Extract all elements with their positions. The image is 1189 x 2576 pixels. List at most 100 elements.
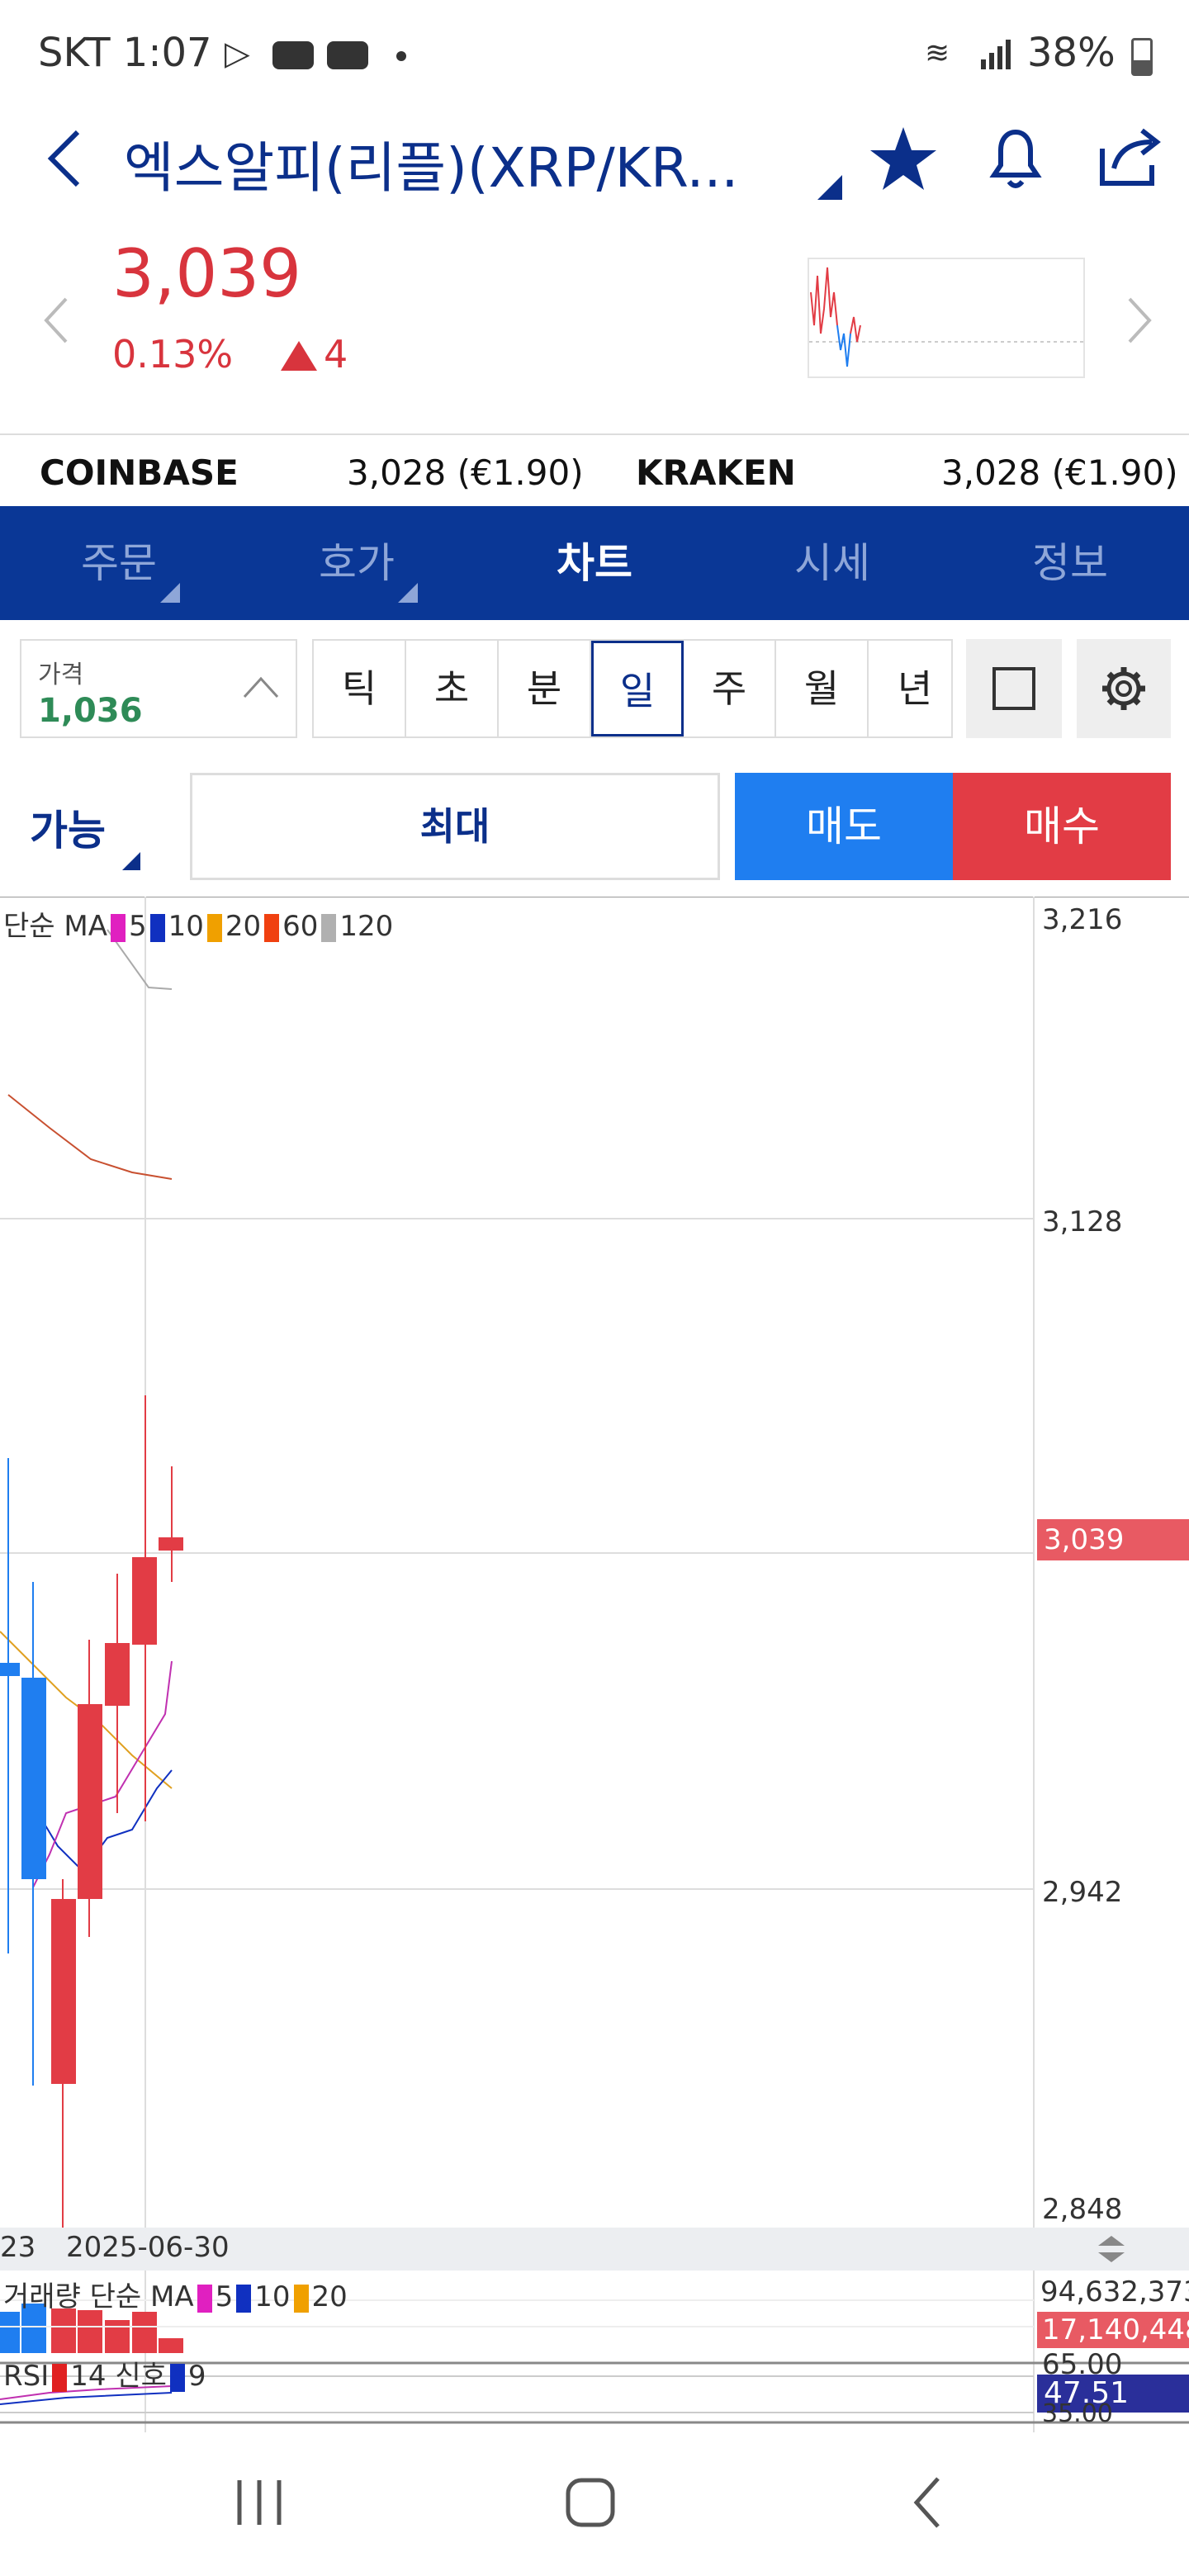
period-minute[interactable]: 분: [499, 641, 591, 736]
back-nav-icon[interactable]: [900, 2474, 958, 2531]
period-week[interactable]: 주: [684, 641, 776, 736]
ma-legend: 단순 MA 5 10 20 60 120: [3, 903, 393, 944]
sell-button[interactable]: 매도: [735, 773, 953, 880]
tab-info[interactable]: 정보: [1032, 539, 1108, 587]
rsi-tag: 47.51: [1037, 2375, 1189, 2413]
ma-period: 60: [282, 910, 319, 943]
tab-dropdown-icon: [160, 583, 180, 603]
chevron-up-icon[interactable]: [241, 670, 281, 703]
rsi-axis-label: 35.00: [1042, 2399, 1113, 2428]
tab-bar: [0, 506, 1189, 620]
ma60-swatch: [264, 913, 280, 942]
square-icon[interactable]: [966, 639, 1062, 738]
tab-chart[interactable]: 차트: [557, 539, 632, 587]
vol-ma20-swatch: [293, 2284, 309, 2313]
date-label: 23: [0, 2231, 36, 2264]
exchange-row: [0, 433, 1189, 508]
battery-percent: 38%: [1027, 30, 1116, 76]
next-coin-arrow[interactable]: [1121, 296, 1154, 345]
y-axis-label: 2,942: [1042, 1876, 1123, 1909]
date-label: 2025-06-30: [66, 2231, 230, 2264]
vol-ma10-swatch: [236, 2284, 252, 2313]
tab-order[interactable]: 주문: [81, 539, 157, 587]
dot-icon: [396, 51, 406, 61]
bell-icon[interactable]: [983, 124, 1049, 193]
candlestick-chart[interactable]: [0, 897, 1189, 2432]
youtube-icon: [327, 41, 368, 69]
current-price-tag: 3,039: [1037, 1519, 1189, 1560]
max-button[interactable]: 최대: [190, 773, 720, 880]
exchange-name: KRAKEN: [636, 452, 796, 493]
current-price: 3,039: [112, 235, 302, 312]
home-icon[interactable]: [561, 2474, 619, 2531]
vol-ma5-swatch: [197, 2284, 212, 2313]
price-selector-label: 가격: [38, 661, 84, 689]
period-year[interactable]: 년: [897, 666, 933, 711]
volume-tag: 17,140,448: [1037, 2312, 1189, 2348]
share-icon[interactable]: [1094, 124, 1163, 190]
date-axis: [0, 2228, 1189, 2271]
available-dropdown-icon[interactable]: [122, 852, 140, 870]
ma-period: 120: [339, 910, 394, 943]
ma5-swatch: [110, 913, 126, 942]
prev-coin-arrow[interactable]: [41, 296, 74, 345]
vol-ma-period: 20: [311, 2280, 348, 2313]
ma-period: 20: [225, 910, 262, 943]
rsi-signal-period: 9: [187, 2360, 206, 2393]
change-value-text: 4: [324, 332, 348, 376]
period-month[interactable]: 월: [776, 641, 869, 736]
price-selector-value: 1,036: [38, 692, 143, 730]
period-selector: [312, 639, 953, 738]
change-percent: 0.13%: [112, 332, 234, 376]
mini-chart[interactable]: [808, 258, 1085, 378]
rsi-legend-title: RSI: [3, 2360, 50, 2393]
rsi-signal-label: 신호: [115, 2360, 167, 2393]
change-value: 4: [281, 332, 348, 376]
back-icon[interactable]: [41, 125, 91, 192]
ma20-swatch: [206, 913, 222, 942]
ma120-swatch: [321, 913, 337, 942]
ma-legend-title: 단순 MA: [3, 910, 107, 943]
play-icon: ▷: [225, 35, 250, 73]
volume-legend-title: 거래량 단순 MA: [3, 2280, 194, 2313]
exchange-value: 3,028 (€1.90): [941, 452, 1178, 493]
exchange-name: COINBASE: [40, 452, 239, 493]
vol-ma-period: 5: [215, 2280, 234, 2313]
rsi-period: 14: [70, 2360, 107, 2393]
ma-period: 5: [128, 910, 147, 943]
y-axis-label: 2,848: [1042, 2193, 1123, 2226]
available-label[interactable]: 가능: [30, 807, 106, 855]
tab-quotes[interactable]: 시세: [794, 539, 870, 587]
status-time: SKT 1:07: [38, 30, 212, 76]
period-second[interactable]: 초: [406, 641, 499, 736]
up-triangle-icon: [281, 341, 317, 371]
exchange-value: 3,028 (€1.90): [347, 452, 584, 493]
y-axis-label: 3,216: [1042, 903, 1123, 936]
resize-updown-icon[interactable]: [1095, 2233, 1128, 2266]
period-tick[interactable]: 틱: [314, 641, 406, 736]
buy-button[interactable]: 매수: [953, 773, 1171, 880]
volume-axis-label: 94,632,373: [1040, 2275, 1189, 2308]
ma10-swatch: [149, 913, 165, 942]
star-icon[interactable]: [869, 125, 938, 192]
wifi-icon: ≋: [925, 36, 950, 70]
title-dropdown-icon[interactable]: [817, 175, 842, 200]
status-bar: SKT 1:07 ▷ ≋ 38%: [0, 0, 1189, 107]
recent-apps-icon[interactable]: [231, 2474, 289, 2531]
rsi-swatch: [52, 2363, 68, 2392]
gear-icon[interactable]: [1077, 639, 1171, 738]
rsi-legend: RSI 14 신호 9: [3, 2353, 206, 2394]
page-title[interactable]: 엑스알피(리플)(XRP/KR...: [124, 136, 739, 200]
price-selector[interactable]: [20, 639, 297, 738]
youtube-icon: [272, 41, 314, 69]
vol-ma-period: 10: [254, 2280, 291, 2313]
ma-period: 10: [168, 910, 204, 943]
rsi-signal-swatch: [169, 2363, 185, 2392]
battery-icon: [1131, 38, 1153, 76]
tab-dropdown-icon: [398, 583, 418, 603]
y-axis-label: 3,128: [1042, 1205, 1123, 1238]
period-day[interactable]: 일: [591, 641, 684, 736]
signal-icon: [979, 36, 1012, 69]
system-nav-bar: [0, 2427, 1189, 2576]
tab-orderbook[interactable]: 호가: [319, 539, 395, 587]
